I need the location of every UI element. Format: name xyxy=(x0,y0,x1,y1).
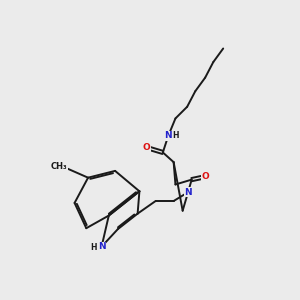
Text: N: N xyxy=(164,131,172,140)
Text: O: O xyxy=(201,172,209,181)
Text: O: O xyxy=(143,143,151,152)
Text: H: H xyxy=(90,243,97,252)
Text: N: N xyxy=(184,188,192,197)
Text: N: N xyxy=(98,242,105,251)
Text: H: H xyxy=(172,131,178,140)
Text: CH₃: CH₃ xyxy=(51,163,68,172)
